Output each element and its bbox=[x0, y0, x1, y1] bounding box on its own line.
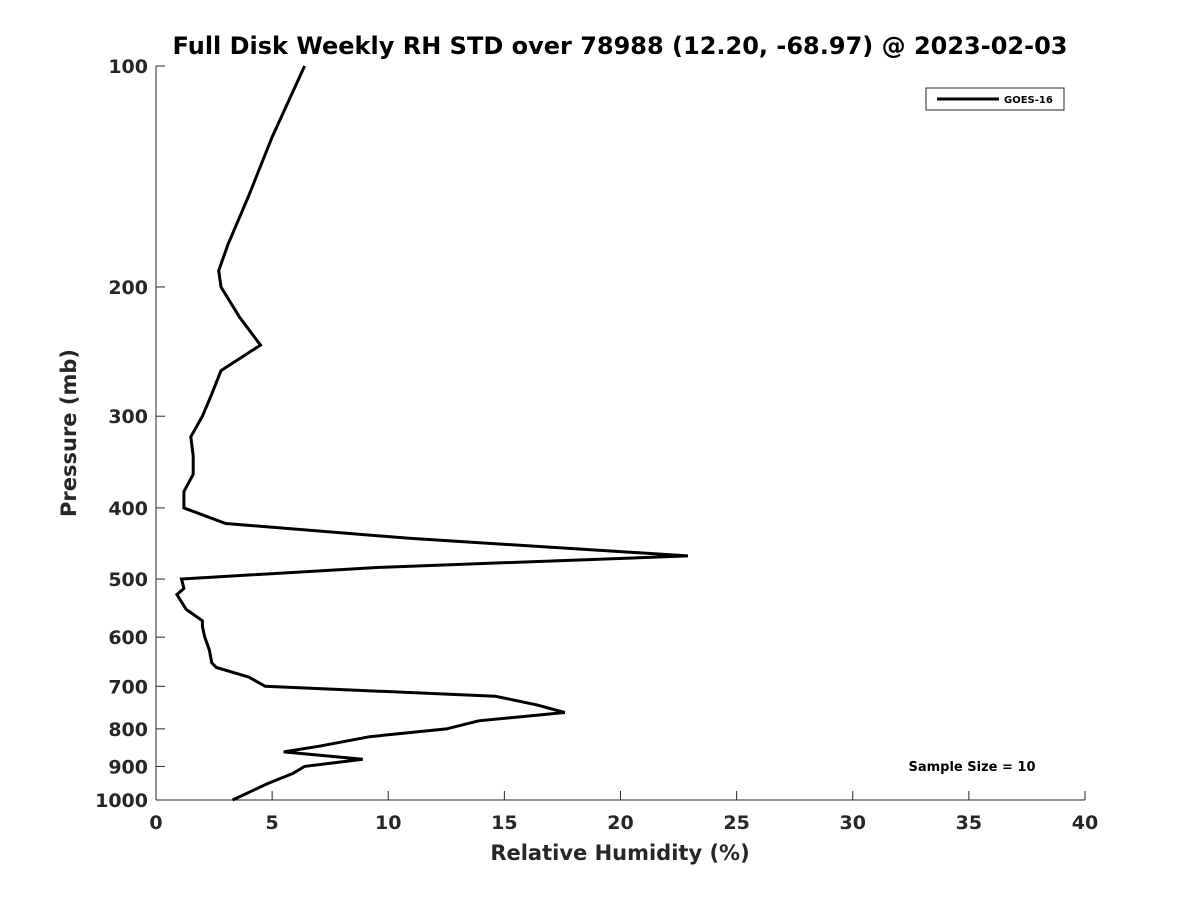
x-tick-label: 20 bbox=[607, 812, 633, 834]
y-tick-label: 800 bbox=[108, 719, 148, 741]
y-ticks: 100 200 300 400 500 600 700 800 900 1000 bbox=[95, 56, 165, 812]
x-ticks: 0 5 10 15 20 25 30 35 40 bbox=[149, 791, 1098, 834]
x-tick-label: 10 bbox=[375, 812, 401, 834]
y-tick-label: 1000 bbox=[95, 790, 148, 812]
x-tick-label: 30 bbox=[840, 812, 866, 834]
y-tick-label: 900 bbox=[108, 756, 148, 778]
y-tick-label: 500 bbox=[108, 569, 148, 591]
sample-size-annotation: Sample Size = 10 bbox=[908, 760, 1035, 775]
x-tick-label: 35 bbox=[956, 812, 982, 834]
x-tick-label: 25 bbox=[723, 812, 749, 834]
series-layer bbox=[174, 65, 688, 802]
y-tick-label: 300 bbox=[108, 406, 148, 428]
plot-axes bbox=[155, 66, 1085, 801]
y-tick-label: 400 bbox=[108, 498, 148, 520]
series-line-goes-16 bbox=[174, 65, 688, 802]
x-tick-label: 15 bbox=[491, 812, 517, 834]
y-tick-label: 700 bbox=[108, 676, 148, 698]
legend: GOES-16 bbox=[925, 87, 1065, 111]
y-tick-label: 100 bbox=[108, 56, 148, 78]
x-tick-label: 40 bbox=[1072, 812, 1098, 834]
legend-label: GOES-16 bbox=[1004, 95, 1053, 106]
x-tick-label: 5 bbox=[266, 812, 279, 834]
x-tick-label: 0 bbox=[149, 812, 162, 834]
y-tick-label: 200 bbox=[108, 277, 148, 299]
chart-title: Full Disk Weekly RH STD over 78988 (12.2… bbox=[173, 32, 1068, 60]
y-axis-label: Pressure (mb) bbox=[57, 349, 81, 517]
y-tick-label: 600 bbox=[108, 627, 148, 649]
x-axis-label: Relative Humidity (%) bbox=[490, 841, 749, 865]
